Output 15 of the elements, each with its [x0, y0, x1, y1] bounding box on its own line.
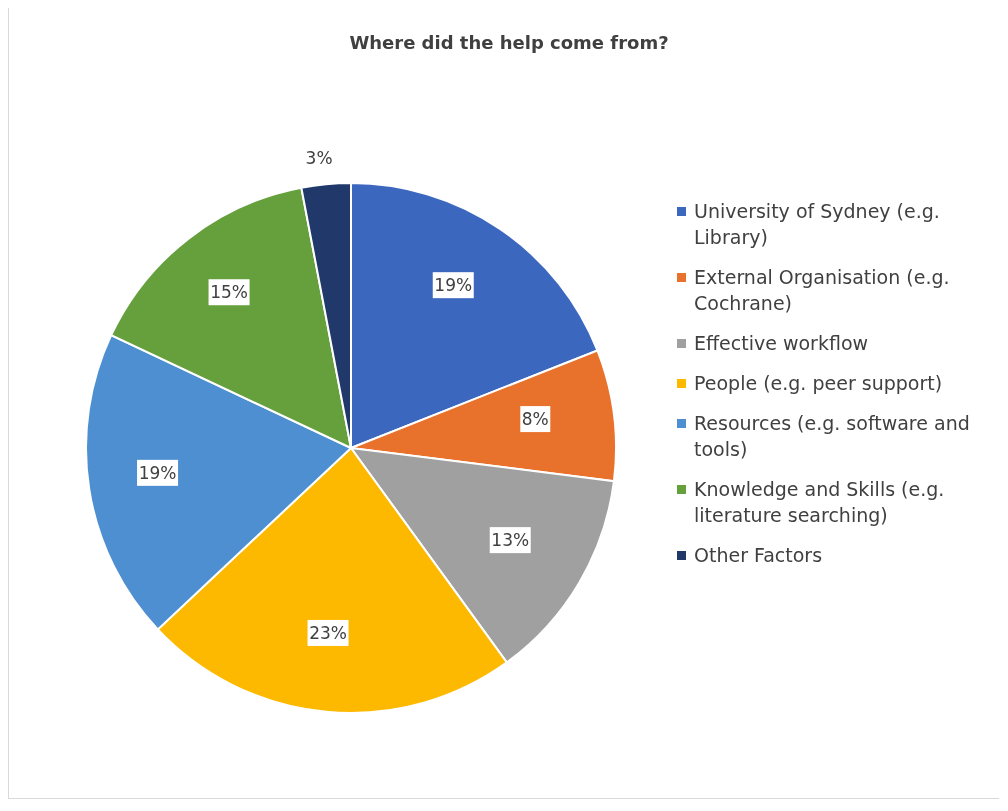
data-label: 23% — [309, 622, 347, 643]
data-label: 19% — [138, 462, 177, 483]
legend-label: People (e.g. peer support) — [694, 371, 944, 396]
data-label: 3% — [305, 148, 333, 169]
legend-label: Resources (e.g. software and tools) — [694, 411, 971, 462]
data-label: 19% — [434, 275, 473, 296]
legend-label: Effective workflow — [694, 331, 870, 356]
legend-label: Other Factors — [694, 543, 824, 568]
data-label: 8% — [521, 409, 549, 430]
legend-label: University of Sydney (e.g. Library) — [694, 199, 941, 250]
legend-label: External Organisation (e.g. Cochrane) — [694, 265, 951, 316]
legend-label: Knowledge and Skills (e.g. literature searching) — [694, 477, 946, 528]
chart-title: Where did the help come from? — [348, 32, 670, 53]
data-label: 15% — [210, 282, 248, 303]
data-label: 13% — [491, 530, 530, 551]
